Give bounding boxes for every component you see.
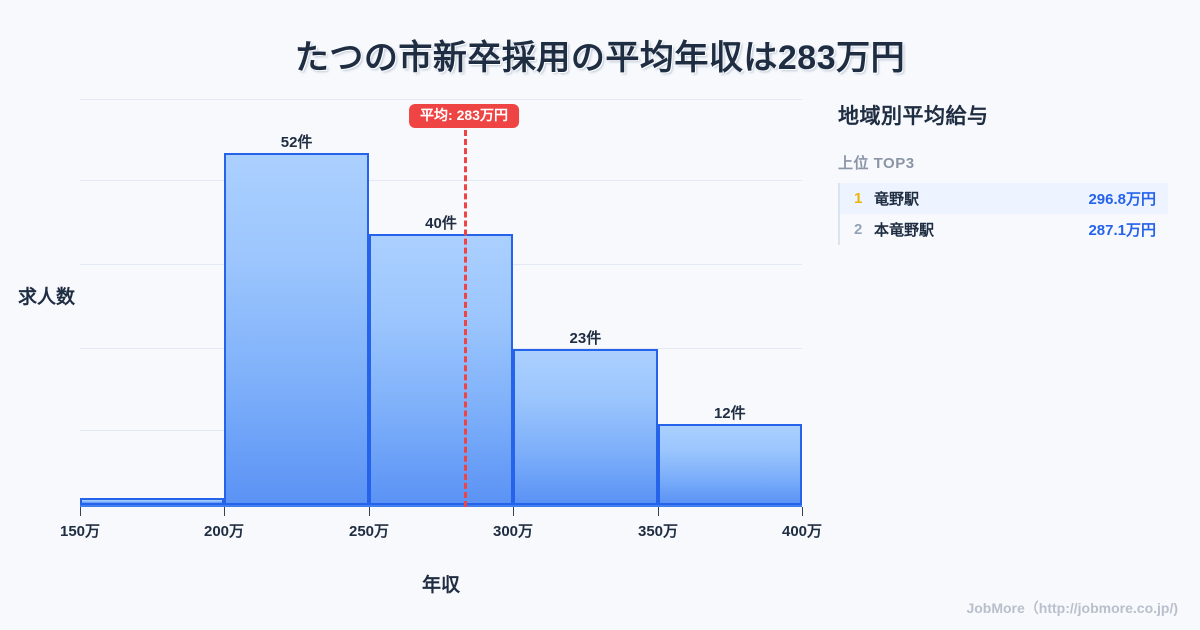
x-tick-mark xyxy=(513,507,514,516)
average-badge: 平均: 283万円 xyxy=(409,104,519,129)
list-item[interactable]: 2 本竜野駅 287.1万円 xyxy=(840,214,1168,245)
list-item[interactable]: 1 竜野駅 296.8万円 xyxy=(840,183,1168,214)
x-axis-baseline xyxy=(80,505,802,507)
rank-list: 1 竜野駅 296.8万円 2 本竜野駅 287.1万円 xyxy=(838,183,1168,245)
x-tick-mark xyxy=(658,507,659,516)
rank-name: 竜野駅 xyxy=(874,191,920,208)
y-axis-title: 求人数 xyxy=(18,287,76,308)
x-tick-label: 200万 xyxy=(203,523,245,540)
x-tick-mark xyxy=(369,507,370,516)
bars-layer: 52件 40件 23件 12件 xyxy=(80,99,802,505)
x-tick-mark xyxy=(802,507,803,516)
x-tick-label: 300万 xyxy=(492,523,534,540)
sidebar-subtitle: 上位 TOP3 xyxy=(838,155,915,172)
x-tick-label: 350万 xyxy=(637,523,679,540)
histogram-bar[interactable] xyxy=(513,349,658,505)
bar-value-label: 40件 xyxy=(425,215,457,232)
rank-value: 296.8万円 xyxy=(1088,191,1156,208)
x-tick-label: 150万 xyxy=(59,523,101,540)
bar-value-label: 23件 xyxy=(569,330,602,347)
histogram-bar[interactable] xyxy=(368,234,514,505)
gridline xyxy=(80,99,802,100)
x-axis-title: 年収 xyxy=(421,575,460,596)
histogram-bar[interactable] xyxy=(224,153,369,505)
average-line xyxy=(464,130,467,507)
x-tick-label: 400万 xyxy=(781,523,823,540)
x-tick-mark xyxy=(224,507,225,516)
rank-number: 2 xyxy=(854,221,863,238)
rank-name: 本竜野駅 xyxy=(874,222,935,239)
x-tick-mark xyxy=(80,507,81,516)
sidebar-title: 地域別平均給与 xyxy=(838,105,989,128)
bar-value-label: 12件 xyxy=(713,405,746,422)
sidebar: 地域別平均給与 上位 TOP3 1 竜野駅 296.8万円 2 本竜野駅 287… xyxy=(838,100,1168,245)
rank-value: 287.1万円 xyxy=(1088,222,1156,239)
histogram-bar[interactable] xyxy=(80,498,225,505)
page-title: たつの市新卒採用の平均年収は283万円 xyxy=(294,39,906,77)
rank-number: 1 xyxy=(854,190,863,207)
histogram-bar[interactable] xyxy=(657,424,802,505)
watermark: JobMore（http://jobmore.co.jp/) xyxy=(966,600,1178,616)
bar-value-label: 52件 xyxy=(280,134,313,151)
gridline xyxy=(80,180,802,181)
x-tick-label: 250万 xyxy=(348,523,390,540)
